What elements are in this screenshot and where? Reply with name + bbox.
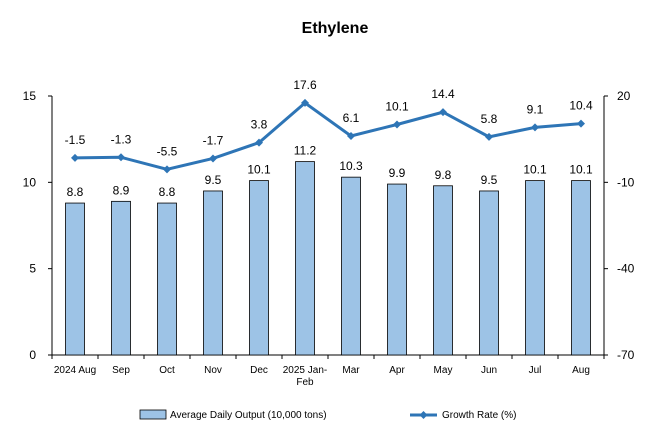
bar-data-label: 10.1: [569, 163, 593, 177]
y-left-tick-label: 10: [23, 175, 37, 189]
legend-line-label: Growth Rate (%): [442, 410, 516, 421]
x-tick-label: 2025 Jan-Feb: [283, 365, 327, 388]
x-tick-label: Sep: [112, 365, 130, 376]
y-left-tick-label: 5: [29, 262, 36, 276]
bar-data-label: 10.1: [247, 163, 271, 177]
y-right-tick-label: 20: [617, 89, 631, 103]
line-data-label: -1.5: [65, 133, 86, 147]
line-point: [71, 153, 79, 162]
line-data-label: 10.4: [569, 99, 593, 113]
line-point: [347, 132, 355, 141]
line-point: [485, 132, 493, 141]
line-point: [531, 123, 539, 132]
line-data-label: 10.1: [385, 99, 409, 113]
bar: [65, 202, 85, 356]
growth-rate-line: [74, 100, 582, 171]
x-tick-label: Jul: [529, 365, 542, 376]
line-point: [577, 119, 585, 128]
bar: [295, 161, 315, 356]
y-left-tick-label: 15: [23, 89, 37, 103]
chart-title: Ethylene: [302, 20, 369, 37]
bar-data-label: 10.1: [523, 163, 547, 177]
bar-data-label: 11.2: [294, 144, 317, 158]
bar: [249, 180, 269, 356]
x-tick-label: Dec: [250, 365, 268, 376]
line-point: [163, 165, 171, 174]
y-right-tick-label: -40: [617, 262, 635, 276]
line-point: [439, 108, 447, 117]
bar: [479, 190, 499, 356]
line-point: [393, 120, 401, 129]
bar-data-label: 8.8: [159, 185, 176, 199]
x-tick-label: Mar: [342, 365, 360, 376]
bar-data-label: 9.8: [435, 168, 452, 182]
legend-line-marker: [419, 411, 428, 419]
line-data-label: 6.1: [343, 111, 360, 125]
line-data-label: 17.6: [293, 78, 317, 92]
bar: [571, 180, 591, 356]
bar-data-label: 9.5: [205, 173, 222, 187]
line-point: [255, 138, 263, 147]
line-data-label: -1.3: [111, 132, 132, 146]
line-data-label: 3.8: [251, 118, 268, 132]
line-data-label: 9.1: [527, 102, 544, 116]
y-left-tick-label: 0: [29, 348, 36, 362]
bar-data-label: 8.8: [67, 185, 84, 199]
bar: [433, 185, 453, 356]
y-right-tick-label: -70: [617, 348, 635, 362]
x-tick-label: Nov: [204, 365, 222, 376]
line-data-label: 5.8: [481, 112, 498, 126]
line-point: [117, 153, 125, 162]
line-data-label: -1.7: [203, 133, 224, 147]
legend-bar-label: Average Daily Output (10,000 tons): [170, 410, 327, 421]
x-tick-label: Aug: [572, 365, 590, 376]
bar: [111, 200, 131, 356]
line-data-label: 14.4: [431, 87, 455, 101]
x-tick-label: Oct: [159, 365, 175, 376]
bar: [525, 180, 545, 356]
line-point: [301, 98, 309, 107]
legend-bar-swatch: [139, 409, 167, 420]
line-point: [209, 154, 217, 163]
bar: [341, 176, 361, 356]
line-data-label: -5.5: [157, 144, 178, 158]
x-tick-label: 2024 Aug: [54, 365, 96, 376]
bar-data-label: 9.9: [389, 166, 406, 180]
x-tick-label: Jun: [481, 365, 497, 376]
x-tick-label: Apr: [389, 365, 405, 376]
x-tick-label: May: [434, 365, 453, 376]
bar: [203, 190, 223, 356]
bar-data-label: 10.3: [339, 159, 363, 173]
bar: [387, 183, 407, 356]
bar-data-label: 9.5: [481, 173, 498, 187]
bar: [157, 202, 177, 356]
bar-data-label: 8.9: [113, 183, 130, 197]
y-right-tick-label: -10: [617, 175, 635, 189]
